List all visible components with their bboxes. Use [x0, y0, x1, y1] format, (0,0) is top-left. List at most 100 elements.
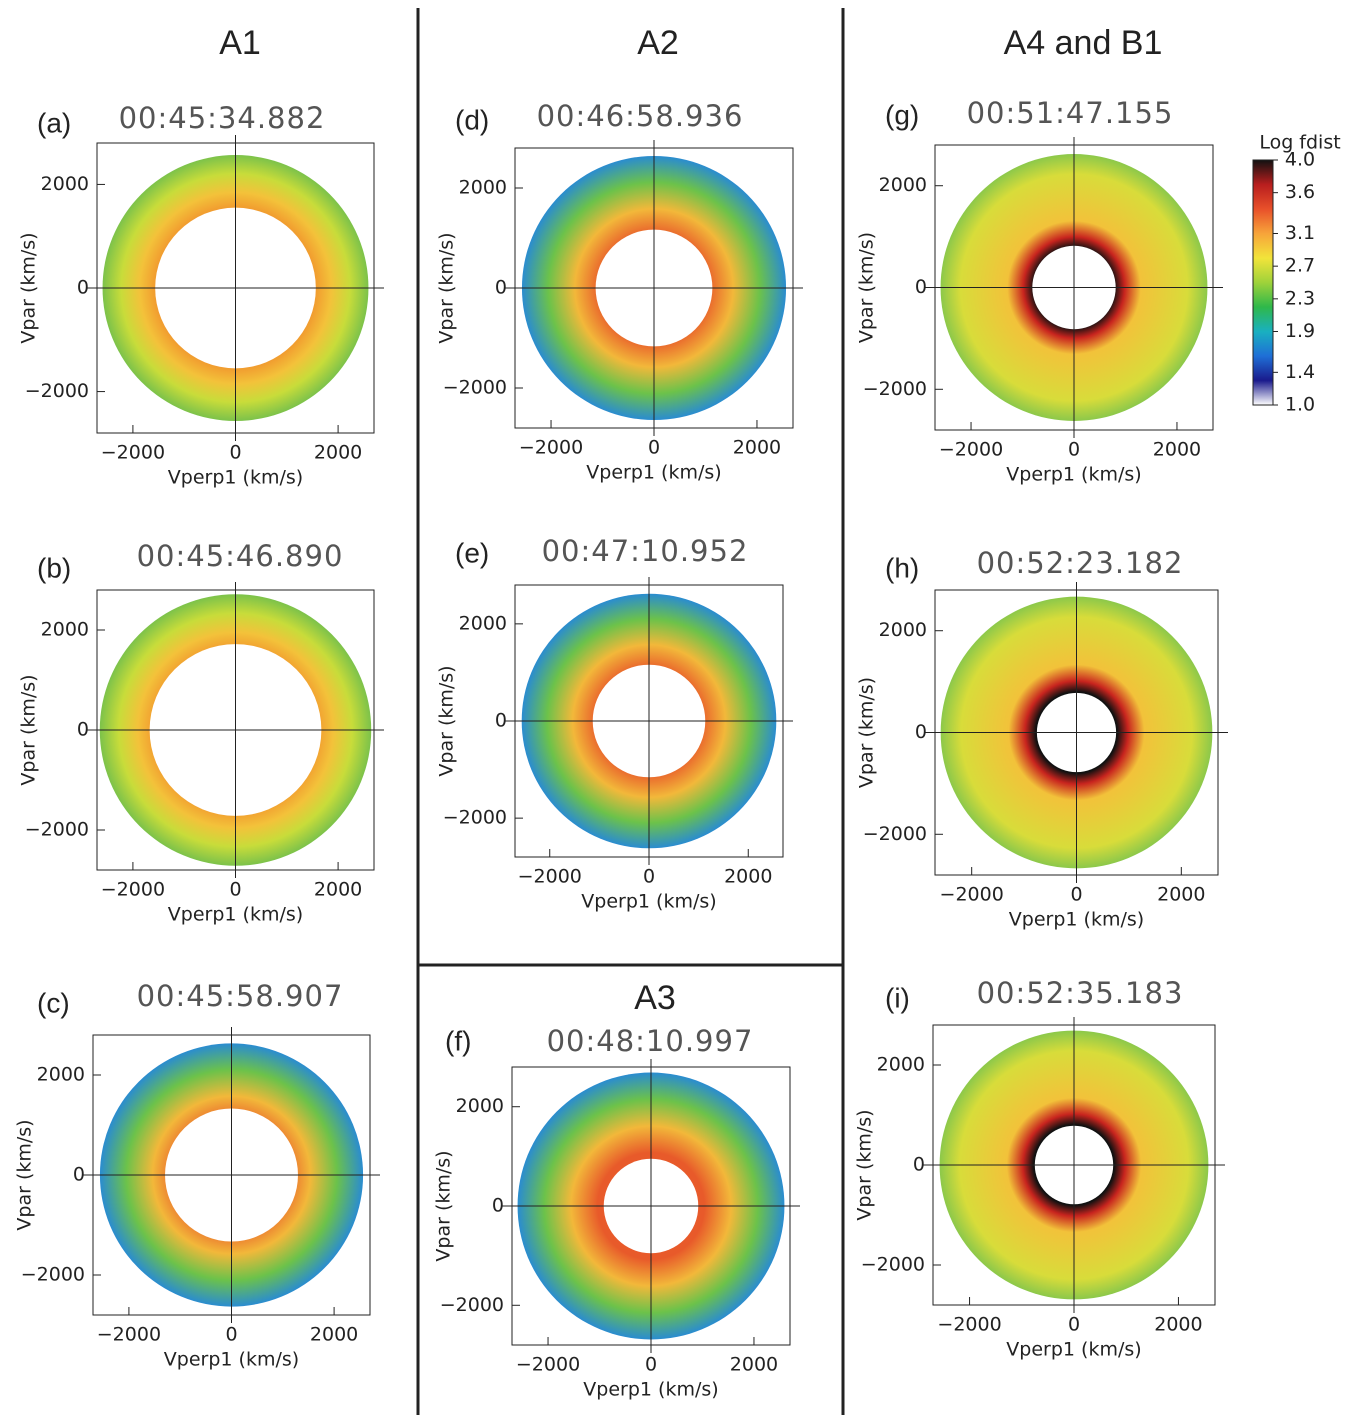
- x-tick-label: 0: [1068, 439, 1080, 461]
- y-tick-label: 0: [77, 277, 89, 299]
- y-tick-label: −2000: [861, 1254, 925, 1276]
- y-tick-label: 0: [913, 1154, 925, 1176]
- colorbar-tick-label: 2.3: [1285, 287, 1315, 309]
- y-tick-label: −2000: [443, 807, 507, 829]
- x-axis-label: Vperp1 (km/s): [1006, 1339, 1141, 1361]
- y-tick-label: −2000: [863, 823, 927, 845]
- colorbar-tick-label: 3.6: [1285, 181, 1315, 203]
- colorbar-tick-label: 4.0: [1285, 149, 1315, 171]
- x-tick-label: 2000: [314, 879, 362, 901]
- panel-label: (h): [885, 552, 919, 583]
- group-header: A1: [219, 24, 261, 62]
- x-axis-label: Vperp1 (km/s): [168, 904, 303, 926]
- y-axis-label: Vpar (km/s): [18, 674, 40, 785]
- y-tick-label: 2000: [879, 174, 927, 196]
- y-tick-label: −2000: [21, 1264, 85, 1286]
- y-tick-label: 0: [73, 1164, 85, 1186]
- x-axis-label: Vperp1 (km/s): [168, 467, 303, 489]
- y-tick-label: 0: [915, 721, 927, 743]
- panel-label: (f): [445, 1025, 471, 1056]
- dividers: [416, 8, 845, 1415]
- panel-label: (i): [885, 982, 910, 1013]
- x-axis-label: Vperp1 (km/s): [164, 1349, 299, 1371]
- panel-title: 00:45:46.890: [137, 539, 344, 573]
- y-tick-label: 2000: [879, 619, 927, 641]
- y-axis-label: Vpar (km/s): [856, 677, 878, 788]
- x-tick-label: −2000: [940, 884, 1004, 906]
- x-tick-label: 0: [645, 1354, 657, 1376]
- colorbar-tick-label: 1.9: [1285, 320, 1315, 342]
- panel-title: 00:47:10.952: [542, 534, 749, 568]
- y-axis-label: Vpar (km/s): [854, 1109, 876, 1220]
- x-axis-label: Vperp1 (km/s): [1006, 464, 1141, 486]
- group-header: A2: [637, 24, 679, 62]
- x-tick-label: 0: [225, 1324, 237, 1346]
- group-header: A3: [634, 979, 676, 1017]
- x-tick-label: −2000: [101, 879, 165, 901]
- y-tick-label: 2000: [456, 1095, 504, 1117]
- y-tick-label: 2000: [41, 173, 89, 195]
- panel-label: (d): [455, 104, 489, 135]
- panel-label: (a): [37, 107, 71, 138]
- y-tick-label: 0: [495, 277, 507, 299]
- panel-title: 00:48:10.997: [547, 1024, 754, 1058]
- x-tick-label: 0: [648, 437, 660, 459]
- y-tick-label: 2000: [41, 619, 89, 641]
- colorbar-tick-label: 3.1: [1285, 222, 1315, 244]
- y-axis-label: Vpar (km/s): [14, 1119, 36, 1230]
- x-tick-label: 0: [643, 866, 655, 888]
- x-tick-label: 2000: [310, 1324, 358, 1346]
- y-tick-label: −2000: [443, 377, 507, 399]
- x-axis-label: Vperp1 (km/s): [1009, 909, 1144, 931]
- x-tick-label: 0: [1068, 1314, 1080, 1336]
- x-tick-label: −2000: [101, 442, 165, 464]
- y-tick-label: 2000: [877, 1054, 925, 1076]
- y-axis-label: Vpar (km/s): [856, 232, 878, 343]
- y-tick-label: 2000: [459, 612, 507, 634]
- y-tick-label: 0: [915, 276, 927, 298]
- y-tick-label: 2000: [37, 1064, 85, 1086]
- x-tick-label: 0: [229, 879, 241, 901]
- x-axis-label: Vperp1 (km/s): [583, 1379, 718, 1401]
- x-tick-label: −2000: [519, 437, 583, 459]
- x-tick-label: −2000: [516, 1354, 580, 1376]
- x-tick-label: 0: [229, 442, 241, 464]
- x-tick-label: 2000: [1153, 439, 1201, 461]
- x-tick-label: 2000: [1157, 884, 1205, 906]
- y-tick-label: −2000: [25, 819, 89, 841]
- x-tick-label: 0: [1070, 884, 1082, 906]
- y-tick-label: 2000: [459, 177, 507, 199]
- panel-title: 00:45:58.907: [137, 979, 344, 1013]
- panel-title: 00:52:35.183: [977, 976, 1184, 1010]
- x-tick-label: 2000: [1154, 1314, 1202, 1336]
- group-header: A4 and B1: [1004, 24, 1163, 62]
- y-tick-label: −2000: [863, 378, 927, 400]
- panel-title: 00:51:47.155: [967, 96, 1174, 130]
- x-tick-label: 2000: [730, 1354, 778, 1376]
- y-tick-label: 0: [77, 719, 89, 741]
- x-axis-label: Vperp1 (km/s): [586, 462, 721, 484]
- x-tick-label: −2000: [97, 1324, 161, 1346]
- y-tick-label: 0: [495, 710, 507, 732]
- y-axis-label: Vpar (km/s): [18, 232, 40, 343]
- panel-title: 00:46:58.936: [537, 99, 744, 133]
- colorbar-title: Log fdist: [1259, 132, 1340, 154]
- panel-title: 00:45:34.882: [119, 101, 326, 135]
- colorbar-tick-label: 2.7: [1285, 255, 1315, 277]
- panel-label: (e): [455, 537, 489, 568]
- colorbar-tick-label: 1.4: [1285, 361, 1315, 383]
- y-axis-label: Vpar (km/s): [433, 1150, 455, 1261]
- x-tick-label: 2000: [724, 866, 772, 888]
- y-tick-label: −2000: [25, 380, 89, 402]
- x-tick-label: −2000: [518, 866, 582, 888]
- x-tick-label: 2000: [733, 437, 781, 459]
- panel-title: 00:52:23.182: [977, 546, 1184, 580]
- panel-label: (g): [885, 99, 919, 130]
- panel-label: (c): [37, 987, 70, 1018]
- panel-label: (b): [37, 552, 71, 583]
- y-tick-label: 0: [492, 1195, 504, 1217]
- colorbar: [1252, 159, 1274, 406]
- colorbar-tick-label: 1.0: [1285, 394, 1315, 416]
- x-tick-label: −2000: [937, 1314, 1001, 1336]
